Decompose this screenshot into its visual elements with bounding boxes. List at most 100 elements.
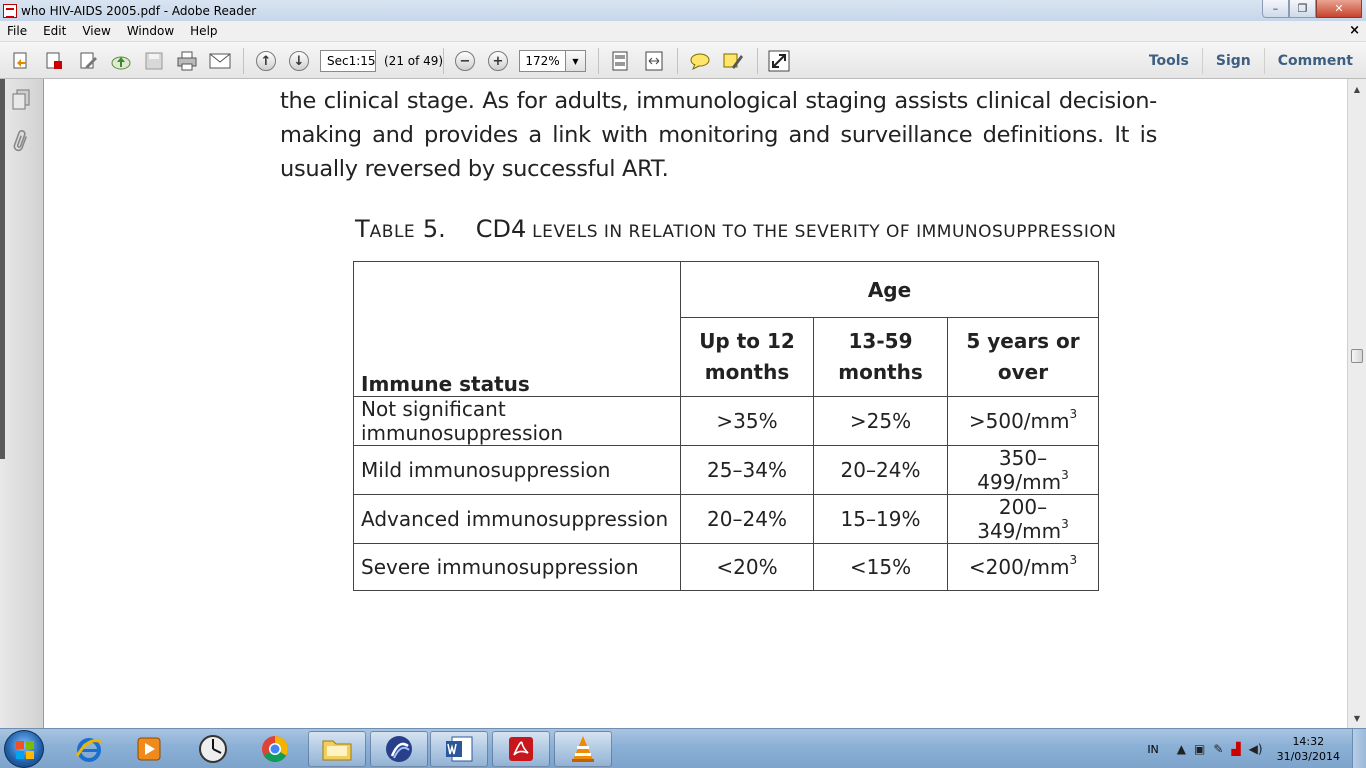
edit-pdf-icon[interactable] bbox=[77, 50, 99, 72]
table-row: Mild immunosuppression 25–34% 20–24% 350… bbox=[353, 445, 1099, 495]
upload-cloud-icon[interactable] bbox=[110, 50, 132, 72]
show-desktop-button[interactable] bbox=[1352, 729, 1366, 768]
scroll-down-arrow-icon[interactable]: ▼ bbox=[1353, 713, 1361, 723]
zoom-level-input[interactable]: 172% bbox=[519, 50, 566, 72]
page-count-label: (21 of 49) bbox=[384, 54, 444, 68]
arrow-down-icon: ↓ bbox=[289, 51, 309, 71]
toolbar-separator bbox=[757, 48, 758, 74]
close-button[interactable]: ✕ bbox=[1316, 0, 1362, 18]
swirl-app-icon[interactable] bbox=[370, 731, 428, 767]
highlight-text-button[interactable] bbox=[722, 50, 744, 72]
clock-app-icon[interactable] bbox=[184, 731, 242, 767]
full-screen-button[interactable] bbox=[768, 50, 790, 72]
chevron-down-icon: ▼ bbox=[572, 56, 579, 66]
show-hidden-icons-icon[interactable]: ▲ bbox=[1176, 742, 1187, 756]
window-title: who HIV-AIDS 2005.pdf - Adobe Reader bbox=[21, 3, 257, 18]
window-controls: – ❐ ✕ bbox=[1262, 0, 1362, 18]
comment-button[interactable]: Comment bbox=[1263, 47, 1366, 74]
sign-button[interactable]: Sign bbox=[1201, 47, 1264, 74]
menu-help[interactable]: Help bbox=[190, 24, 218, 38]
minimize-button[interactable]: – bbox=[1262, 0, 1289, 18]
header-line: over bbox=[997, 360, 1049, 384]
menu-window[interactable]: Window bbox=[126, 24, 175, 38]
table-subheader-row: Up to 12 months 13-59 months 5 years or ove… bbox=[354, 317, 1099, 397]
page-number-input[interactable]: Sec1:15 bbox=[320, 50, 376, 72]
clock-time: 14:32 bbox=[1292, 735, 1325, 748]
cd4-value-cell: <20% bbox=[680, 543, 814, 591]
chrome-icon[interactable] bbox=[246, 731, 304, 767]
attachments-paperclip-icon[interactable] bbox=[10, 130, 32, 153]
menu-edit[interactable]: Edit bbox=[43, 24, 67, 38]
network-signal-icon[interactable]: ▟ bbox=[1231, 742, 1241, 756]
cd4-count-text: <200/mm bbox=[968, 555, 1070, 579]
volume-icon[interactable]: ◀) bbox=[1248, 742, 1263, 756]
cd4-value-cell: 25–34% bbox=[680, 445, 814, 495]
print-icon[interactable] bbox=[176, 50, 198, 72]
table-header-row: Immune status Age bbox=[353, 261, 1099, 397]
taskbar-clock[interactable]: 14:32 31/03/2014 bbox=[1277, 734, 1340, 764]
cd4-value-cell: <15% bbox=[813, 543, 948, 591]
pin-icon[interactable]: ✎ bbox=[1213, 742, 1224, 756]
menu-file[interactable]: File bbox=[7, 24, 28, 38]
scroll-up-arrow-icon[interactable]: ▲ bbox=[1353, 84, 1361, 94]
cd4-value-cell: 20–24% bbox=[813, 445, 948, 495]
vlc-icon[interactable] bbox=[554, 731, 612, 767]
comment-bubble-icon bbox=[690, 53, 710, 70]
create-pdf-icon[interactable] bbox=[43, 50, 65, 72]
navigation-pane bbox=[0, 79, 44, 728]
age-group-header: Age bbox=[680, 261, 1099, 318]
language-indicator[interactable]: IN bbox=[1147, 742, 1159, 756]
word-icon[interactable] bbox=[430, 731, 488, 767]
fit-width-icon bbox=[645, 51, 663, 71]
cd4-value-cell: >35% bbox=[680, 396, 814, 446]
fit-width-button[interactable] bbox=[643, 50, 665, 72]
age-column-header: 5 years or over bbox=[947, 317, 1099, 397]
caption-table-word: able bbox=[369, 222, 416, 242]
menu-bar: File Edit View Window Help × bbox=[0, 21, 1366, 42]
internet-explorer-icon[interactable] bbox=[60, 731, 118, 767]
media-player-icon[interactable] bbox=[120, 731, 178, 767]
superscript: 3 bbox=[1061, 468, 1069, 483]
previous-page-button[interactable]: ↑ bbox=[255, 50, 277, 72]
next-page-button[interactable]: ↓ bbox=[288, 50, 310, 72]
age-column-header: 13-59 months bbox=[813, 317, 948, 397]
immune-status-cell: Severe immunosuppression bbox=[353, 543, 681, 591]
document-viewer[interactable]: the clinical stage. As for adults, immun… bbox=[44, 79, 1347, 728]
pdf-page: the clinical stage. As for adults, immun… bbox=[44, 79, 1347, 728]
zoom-in-button[interactable]: + bbox=[487, 50, 509, 72]
open-file-icon[interactable] bbox=[10, 50, 32, 72]
toolbar-separator bbox=[443, 48, 444, 74]
caption-cd4: CD4 bbox=[475, 215, 527, 243]
sticky-note-button[interactable] bbox=[689, 50, 711, 72]
zoom-out-button[interactable]: − bbox=[454, 50, 476, 72]
page-thumbnails-icon[interactable] bbox=[10, 89, 32, 111]
caption-number: 5. bbox=[415, 215, 446, 243]
paragraph-line: the clinical stage. As for adults, immun… bbox=[280, 88, 1157, 114]
file-explorer-icon[interactable] bbox=[308, 731, 366, 767]
zoom-dropdown-button[interactable]: ▼ bbox=[566, 50, 586, 72]
document-close-button[interactable]: × bbox=[1349, 23, 1360, 38]
menu-view[interactable]: View bbox=[82, 24, 111, 38]
tools-button[interactable]: Tools bbox=[1148, 52, 1189, 69]
cd4-count-text: >500/mm bbox=[968, 409, 1070, 433]
adobe-reader-icon[interactable] bbox=[492, 731, 550, 767]
arrow-up-icon: ↑ bbox=[256, 51, 276, 71]
header-line: months bbox=[704, 360, 790, 384]
start-button[interactable] bbox=[4, 730, 44, 768]
age-column-header: Up to 12 months bbox=[680, 317, 814, 397]
table-row: Not significant immunosuppression >35% >… bbox=[353, 396, 1099, 446]
title-bar: who HIV-AIDS 2005.pdf - Adobe Reader – ❐… bbox=[0, 0, 1366, 21]
table-row: Severe immunosuppression <20% <15% <200/… bbox=[353, 543, 1099, 591]
maximize-button[interactable]: ❐ bbox=[1289, 0, 1316, 18]
header-line: Up to 12 bbox=[699, 329, 795, 353]
save-icon[interactable] bbox=[143, 50, 165, 72]
fit-page-button[interactable] bbox=[609, 50, 631, 72]
caption-initial: T bbox=[355, 215, 370, 243]
email-icon[interactable] bbox=[209, 50, 231, 72]
cd4-count-text: 350–499/mm bbox=[977, 446, 1062, 494]
usb-device-icon[interactable]: ▣ bbox=[1194, 742, 1206, 756]
toolbar-separator bbox=[243, 48, 244, 74]
immune-status-cell: Not significant immunosuppression bbox=[353, 396, 681, 446]
scrollbar-thumb[interactable] bbox=[1351, 349, 1363, 363]
vertical-scrollbar[interactable]: ▲ ▼ bbox=[1347, 79, 1366, 728]
